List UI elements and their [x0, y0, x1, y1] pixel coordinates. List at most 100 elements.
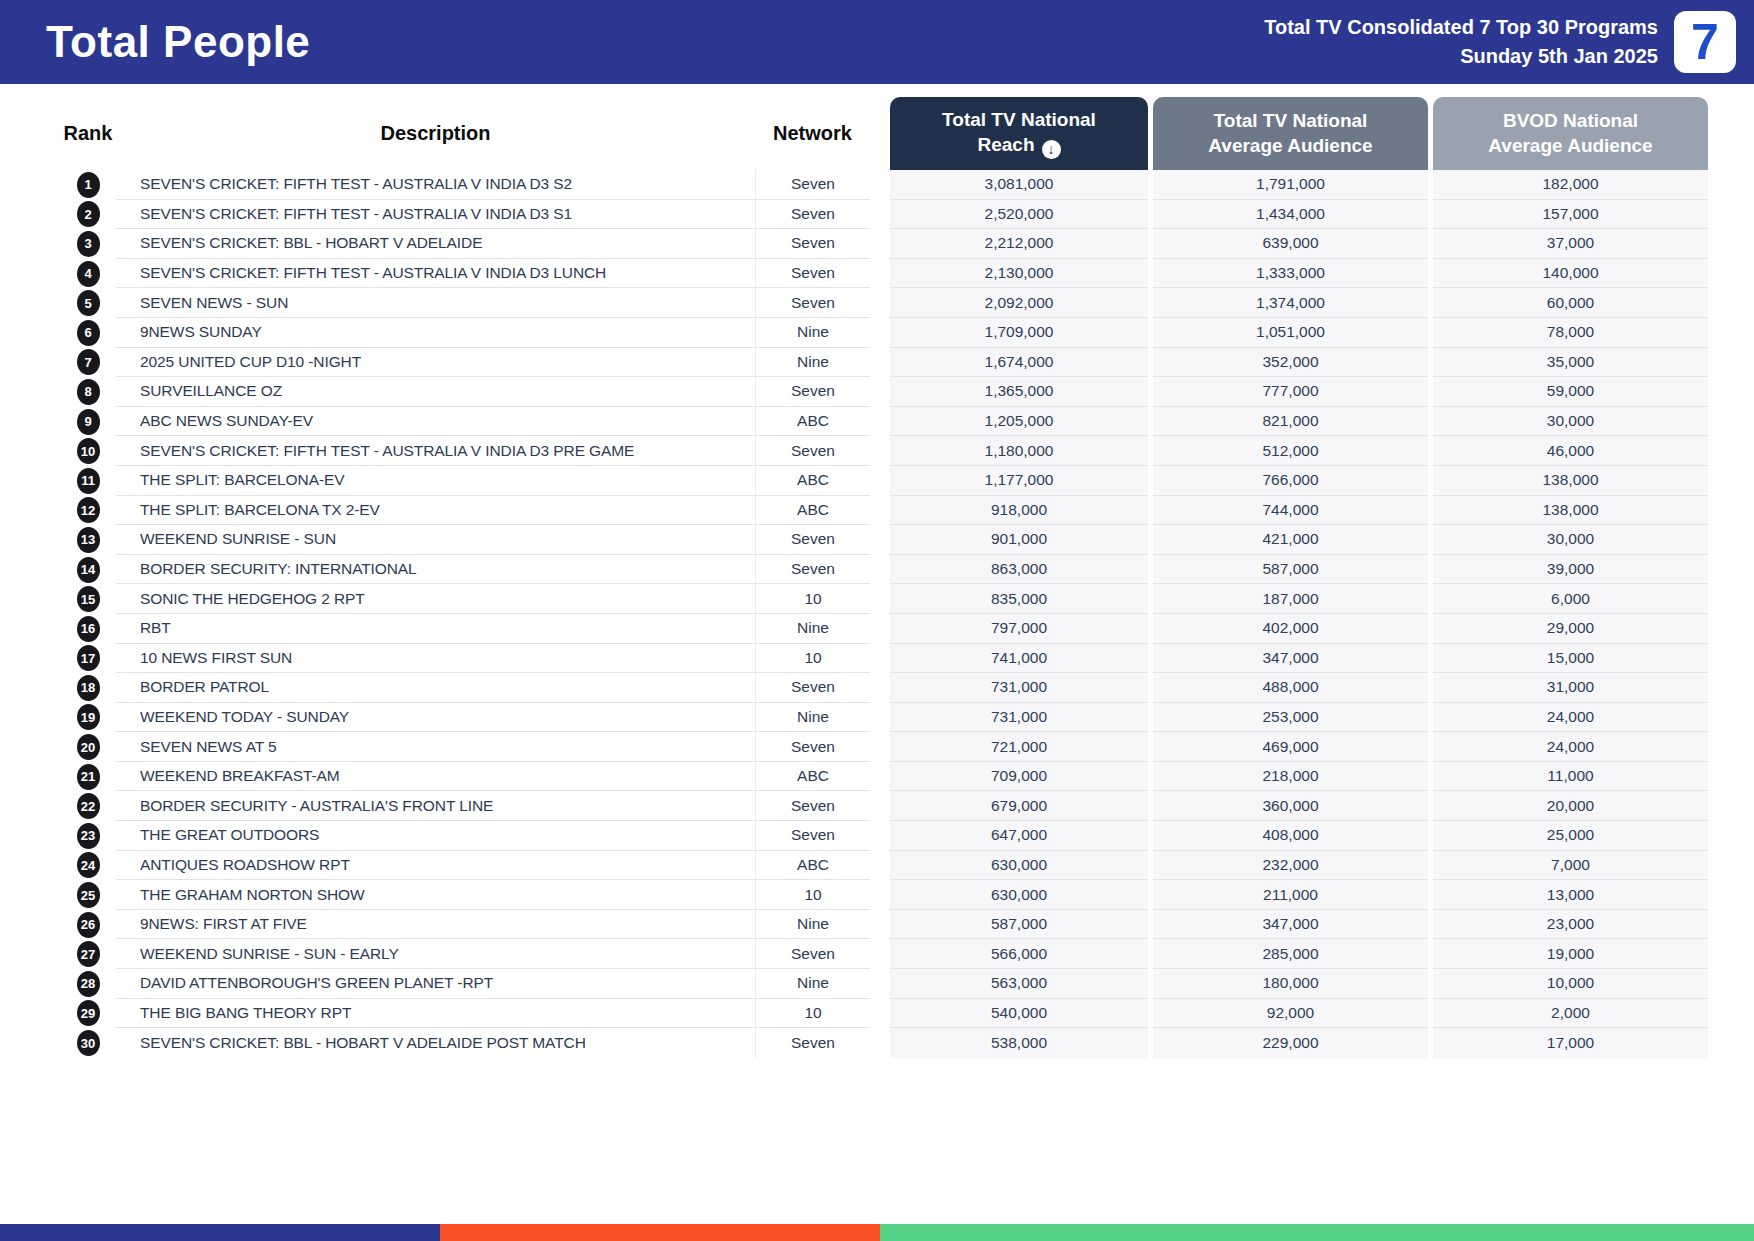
table-row: 13 WEEKEND SUNRISE - SUN Seven 901,000 4…	[0, 525, 1754, 555]
program-description: SEVEN NEWS AT 5	[116, 732, 755, 762]
network-value: Seven	[755, 288, 870, 318]
program-description: BORDER SECURITY: INTERNATIONAL	[116, 555, 755, 585]
total-tv-reach-value: 587,000	[890, 910, 1148, 940]
rank-badge: 14	[77, 557, 100, 583]
table-header-row: Rank Description Network Total TV Nation…	[0, 97, 1754, 170]
table-row: 11 THE SPLIT: BARCELONA-EV ABC 1,177,000…	[0, 466, 1754, 496]
table-row: 7 2025 UNITED CUP D10 -NIGHT Nine 1,674,…	[0, 348, 1754, 378]
total-tv-reach-value: 863,000	[890, 555, 1148, 585]
program-description: BORDER PATROL	[116, 673, 755, 703]
program-description: 9NEWS: FIRST AT FIVE	[116, 910, 755, 940]
total-tv-average-audience-value: 421,000	[1153, 525, 1428, 555]
network-value: 10	[755, 644, 870, 674]
rank-badge: 16	[77, 616, 100, 642]
network-value: ABC	[755, 496, 870, 526]
bvod-average-audience-value: 157,000	[1433, 200, 1708, 230]
table-row: 27 WEEKEND SUNRISE - SUN - EARLY Seven 5…	[0, 939, 1754, 969]
bvod-average-audience-value: 140,000	[1433, 259, 1708, 289]
total-tv-average-audience-value: 211,000	[1153, 880, 1428, 910]
program-description: BORDER SECURITY - AUSTRALIA'S FRONT LINE	[116, 791, 755, 821]
total-tv-average-audience-value: 766,000	[1153, 466, 1428, 496]
program-description: THE GRAHAM NORTON SHOW	[116, 880, 755, 910]
network-value: Seven	[755, 170, 870, 200]
bvod-average-audience-value: 19,000	[1433, 939, 1708, 969]
column-header-total-tv-reach[interactable]: Total TV National Reach↓	[890, 97, 1148, 170]
rank-badge: 10	[77, 438, 100, 464]
report-subtitle: Total TV Consolidated 7 Top 30 Programs …	[1264, 13, 1658, 71]
bvod-average-audience-value: 39,000	[1433, 555, 1708, 585]
program-description: 9NEWS SUNDAY	[116, 318, 755, 348]
rank-badge: 6	[77, 320, 100, 346]
total-tv-reach-value: 1,177,000	[890, 466, 1148, 496]
table-row: 17 10 NEWS FIRST SUN 10 741,000 347,000 …	[0, 644, 1754, 674]
network-value: Seven	[755, 673, 870, 703]
column-header-description: Description	[116, 97, 755, 170]
total-tv-reach-value: 731,000	[890, 673, 1148, 703]
network-value: Seven	[755, 377, 870, 407]
program-description: SEVEN'S CRICKET: FIFTH TEST - AUSTRALIA …	[116, 259, 755, 289]
total-tv-average-audience-value: 408,000	[1153, 821, 1428, 851]
table-row: 4 SEVEN'S CRICKET: FIFTH TEST - AUSTRALI…	[0, 259, 1754, 289]
network-value: Nine	[755, 703, 870, 733]
top-header-bar: Total People Total TV Consolidated 7 Top…	[0, 0, 1754, 84]
bvod-average-audience-value: 25,000	[1433, 821, 1708, 851]
sort-descending-icon: ↓	[1042, 140, 1061, 159]
total-tv-average-audience-value: 253,000	[1153, 703, 1428, 733]
network-value: Seven	[755, 791, 870, 821]
program-description: WEEKEND BREAKFAST-AM	[116, 762, 755, 792]
total-tv-reach-value: 2,092,000	[890, 288, 1148, 318]
bvod-average-audience-value: 31,000	[1433, 673, 1708, 703]
ratings-table: Rank Description Network Total TV Nation…	[0, 97, 1754, 1058]
total-tv-average-audience-value: 232,000	[1153, 851, 1428, 881]
total-tv-average-audience-value: 1,374,000	[1153, 288, 1428, 318]
rank-badge: 18	[77, 675, 100, 701]
bvod-average-audience-value: 11,000	[1433, 762, 1708, 792]
program-description: SURVEILLANCE OZ	[116, 377, 755, 407]
program-description: THE BIG BANG THEORY RPT	[116, 999, 755, 1029]
total-tv-reach-value: 918,000	[890, 496, 1148, 526]
network-value: ABC	[755, 762, 870, 792]
table-row: 5 SEVEN NEWS - SUN Seven 2,092,000 1,374…	[0, 288, 1754, 318]
header-right: Total TV Consolidated 7 Top 30 Programs …	[1264, 11, 1736, 73]
total-tv-average-audience-value: 347,000	[1153, 644, 1428, 674]
report-subtitle-line1: Total TV Consolidated 7 Top 30 Programs	[1264, 13, 1658, 42]
program-description: THE GREAT OUTDOORS	[116, 821, 755, 851]
total-tv-reach-value: 1,365,000	[890, 377, 1148, 407]
seven-network-logo: 7	[1674, 11, 1736, 73]
rank-badge: 30	[77, 1030, 100, 1056]
seven-logo-glyph: 7	[1691, 17, 1719, 67]
total-tv-reach-value: 2,212,000	[890, 229, 1148, 259]
rank-badge: 19	[77, 704, 100, 730]
program-description: THE SPLIT: BARCELONA TX 2-EV	[116, 496, 755, 526]
network-value: ABC	[755, 466, 870, 496]
bvod-average-audience-value: 138,000	[1433, 466, 1708, 496]
network-value: Seven	[755, 555, 870, 585]
table-row: 25 THE GRAHAM NORTON SHOW 10 630,000 211…	[0, 880, 1754, 910]
total-tv-reach-value: 647,000	[890, 821, 1148, 851]
table-row: 21 WEEKEND BREAKFAST-AM ABC 709,000 218,…	[0, 762, 1754, 792]
total-tv-average-audience-value: 229,000	[1153, 1028, 1428, 1058]
rank-badge: 7	[77, 349, 100, 375]
total-tv-reach-value: 1,205,000	[890, 407, 1148, 437]
network-value: Seven	[755, 259, 870, 289]
total-tv-reach-value: 1,674,000	[890, 348, 1148, 378]
program-description: 10 NEWS FIRST SUN	[116, 644, 755, 674]
total-tv-average-audience-value: 777,000	[1153, 377, 1428, 407]
total-tv-average-audience-value: 512,000	[1153, 436, 1428, 466]
table-row: 8 SURVEILLANCE OZ Seven 1,365,000 777,00…	[0, 377, 1754, 407]
total-tv-average-audience-value: 180,000	[1153, 969, 1428, 999]
table-row: 29 THE BIG BANG THEORY RPT 10 540,000 92…	[0, 999, 1754, 1029]
table-row: 2 SEVEN'S CRICKET: FIFTH TEST - AUSTRALI…	[0, 200, 1754, 230]
program-description: RBT	[116, 614, 755, 644]
network-value: Seven	[755, 821, 870, 851]
bvod-average-audience-value: 30,000	[1433, 407, 1708, 437]
bvod-average-audience-value: 15,000	[1433, 644, 1708, 674]
table-row: 14 BORDER SECURITY: INTERNATIONAL Seven …	[0, 555, 1754, 585]
total-tv-average-audience-value: 360,000	[1153, 791, 1428, 821]
bvod-average-audience-value: 35,000	[1433, 348, 1708, 378]
rank-badge: 9	[77, 409, 100, 435]
table-row: 20 SEVEN NEWS AT 5 Seven 721,000 469,000…	[0, 732, 1754, 762]
total-tv-average-audience-value: 1,333,000	[1153, 259, 1428, 289]
total-tv-reach-value: 566,000	[890, 939, 1148, 969]
column-header-network: Network	[755, 97, 870, 170]
